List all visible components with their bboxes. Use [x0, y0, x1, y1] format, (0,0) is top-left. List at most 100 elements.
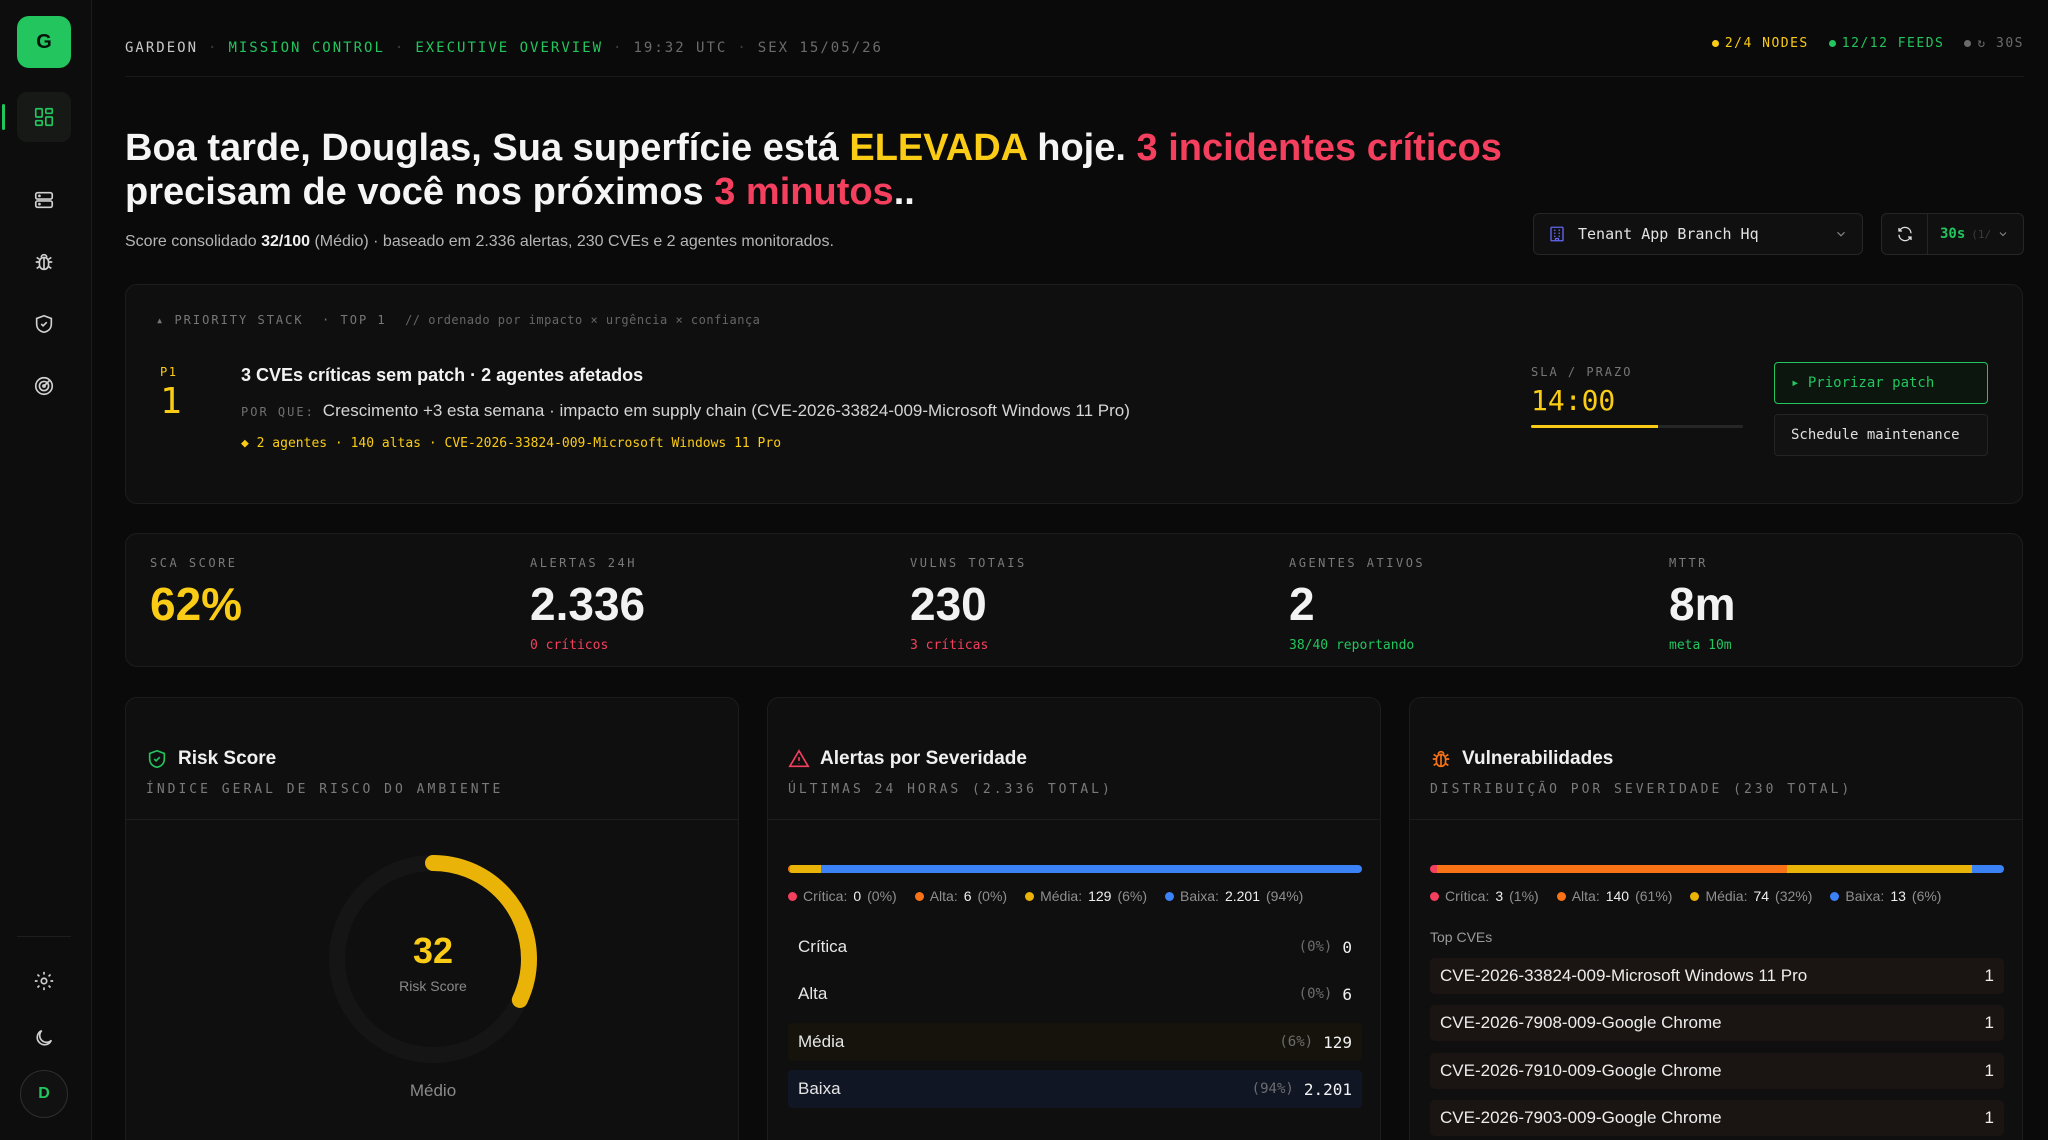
gauge-arc [329, 855, 537, 1063]
risk-level: ELEVADA [849, 127, 1027, 169]
legend-item: Média: 74 (32%) [1690, 888, 1812, 904]
legend-item: Média: 129 (6%) [1025, 888, 1147, 904]
alerts-severity-bar [788, 865, 1362, 873]
breadcrumb-page[interactable]: EXECUTIVE OVERVIEW [415, 40, 604, 56]
legend-dot-icon [1690, 891, 1700, 901]
legend-dot-icon [1556, 891, 1566, 901]
priority-header: ▴ PRIORITY STACK · TOP 1 // ordenado por… [156, 313, 761, 327]
refresh-button[interactable] [1882, 214, 1928, 254]
interval-select[interactable]: 30s (1/ [1928, 226, 2009, 242]
sla-label: SLA / PRAZO [1531, 365, 1633, 379]
theme-toggle[interactable] [17, 1013, 71, 1063]
bar-segment-low [821, 865, 1362, 873]
risk-score-value: 32 [412, 930, 454, 971]
priority-rank-label: P1 [160, 365, 178, 379]
schedule-maintenance-button[interactable]: Schedule maintenance [1774, 414, 1988, 456]
kpi-value: 2.336 [530, 578, 646, 630]
legend-item: Alta: 6 (0%) [914, 888, 1007, 904]
interval-value: 30s [1940, 226, 1966, 242]
kpi-sca-score[interactable]: SCA SCORE 62% [150, 556, 243, 630]
risk-level-label: Médio [409, 1081, 457, 1100]
feeds-status: 12/12 FEEDS [1828, 36, 1945, 51]
nav-dashboard[interactable] [2, 92, 71, 142]
refresh-icon [1897, 226, 1912, 242]
refresh-status[interactable]: ↻ 30S [1964, 36, 2024, 51]
priority-title: 3 CVEs críticas sem patch · 2 agentes af… [241, 365, 644, 385]
legend-dot-icon [1830, 891, 1840, 901]
building-icon [1550, 226, 1564, 242]
app-logo[interactable]: G [17, 16, 71, 68]
tenant-label: Tenant App Branch Hq [1578, 225, 1759, 243]
panel-title: Risk Score [146, 748, 276, 770]
legend-dot-icon [788, 891, 797, 901]
kpi-value: 230 [910, 578, 987, 630]
priority-tags: ◆ 2 agentes · 140 altas · CVE-2026-33824… [241, 436, 782, 451]
critical-incidents: 3 incidentes críticos [1136, 127, 1502, 169]
alerts-legend: Crítica: 0 (0%) Alta: 6 (0%) Média: 129 (6%) B… [788, 888, 1303, 904]
kpi-alerts-24h[interactable]: ALERTAS 24H 2.336 0 críticos [530, 556, 646, 653]
panel-subtitle: ÍNDICE GERAL DE RISCO DO AMBIENTE [146, 782, 504, 797]
cve-row[interactable]: CVE-2026-7910-009-Google Chrome 1 [1430, 1053, 2004, 1089]
bar-segment-critical [1430, 865, 1438, 873]
prioritize-patch-button[interactable]: ▸ Priorizar patch [1774, 362, 1988, 404]
nav-settings[interactable] [17, 956, 71, 1006]
priority-rank: 1 [160, 381, 182, 422]
chevron-down-icon [1837, 231, 1845, 237]
header-divider [125, 76, 2024, 77]
kpi-total-vulns[interactable]: VULNS TOTAIS 230 3 críticas [910, 556, 1027, 653]
nav-compliance[interactable] [17, 299, 71, 349]
sla-progress-bar [1531, 425, 1743, 428]
legend-dot-icon [1165, 891, 1175, 901]
legend-dot-icon [914, 891, 924, 901]
status-dot-icon [1828, 40, 1836, 47]
panel-title: Alertas por Severidade [788, 748, 1027, 770]
status-dot-icon [1964, 40, 1972, 47]
system-status: 2/4 NODES 12/12 FEEDS ↻ 30S [1711, 36, 2024, 51]
topbar: GARDEON · MISSION CONTROL · EXECUTIVE OV… [125, 36, 2024, 56]
cve-row[interactable]: CVE-2026-7903-009-Google Chrome 1 [1430, 1100, 2004, 1136]
kpi-value: 2 [1289, 578, 1315, 630]
nav-vulnerabilities[interactable] [17, 237, 71, 287]
gear-icon [34, 971, 54, 991]
sla-value: 14:00 [1531, 384, 1616, 417]
page-headline: Boa tarde, Douglas, Sua superfície está … [125, 127, 1502, 213]
warning-icon [788, 749, 810, 768]
score-summary: Score consolidado 32/100 (Médio) · basea… [125, 233, 834, 250]
severity-row-high[interactable]: Alta (0%) 6 [798, 984, 1352, 1004]
risk-gauge [329, 855, 537, 1063]
cve-row[interactable]: CVE-2026-33824-009-Microsoft Windows 11 … [1430, 958, 2004, 994]
panel-title: Vulnerabilidades [1430, 748, 1613, 770]
top-cves-label: Top CVEs [1430, 929, 1493, 945]
legend-item: Alta: 140 (61%) [1556, 888, 1672, 904]
sla-progress-fill [1531, 425, 1659, 428]
clock-date: SEX 15/05/26 [757, 40, 883, 56]
tenant-select[interactable]: Tenant App Branch Hq [1533, 213, 1863, 255]
sidebar: G D [0, 0, 92, 1140]
radar-icon [34, 376, 54, 396]
kpi-strip: SCA SCORE 62% ALERTAS 24H 2.336 0 crític… [125, 533, 2023, 667]
cve-row[interactable]: CVE-2026-7908-009-Google Chrome 1 [1430, 1005, 2004, 1041]
legend-item: Baixa: 2.201 (94%) [1165, 888, 1303, 904]
dashboard-icon [34, 107, 54, 127]
nav-radar[interactable] [17, 361, 71, 411]
shield-check-icon [148, 749, 166, 769]
nav-servers[interactable] [17, 175, 71, 225]
kpi-mttr[interactable]: MTTR 8m meta 10m [1669, 556, 1736, 653]
severity-row-medium[interactable]: Média (6%) 129 [788, 1023, 1362, 1061]
breadcrumb-section[interactable]: MISSION CONTROL [228, 40, 385, 56]
vulns-severity-bar [1430, 865, 2004, 873]
legend-item: Crítica: 3 (1%) [1430, 888, 1539, 904]
severity-row-low[interactable]: Baixa (94%) 2.201 [788, 1070, 1362, 1108]
nodes-status: 2/4 NODES [1711, 36, 1809, 51]
severity-row-critical[interactable]: Crítica (0%) 0 [798, 937, 1352, 957]
user-avatar[interactable]: D [20, 1070, 68, 1118]
panel-subtitle: ÚLTIMAS 24 HORAS (2.336 TOTAL) [788, 782, 1113, 797]
moon-icon [36, 1029, 53, 1046]
panel-subtitle: DISTRIBUIÇÃO POR SEVERIDADE (230 TOTAL) [1430, 782, 1853, 797]
kpi-active-agents[interactable]: AGENTES ATIVOS 2 38/40 reportando [1289, 556, 1426, 653]
legend-item: Crítica: 0 (0%) [788, 888, 897, 904]
bug-icon [1432, 750, 1450, 768]
status-dot-icon [1711, 40, 1719, 47]
chevron-down-icon [1999, 232, 2007, 237]
bar-segment-medium [789, 865, 822, 873]
